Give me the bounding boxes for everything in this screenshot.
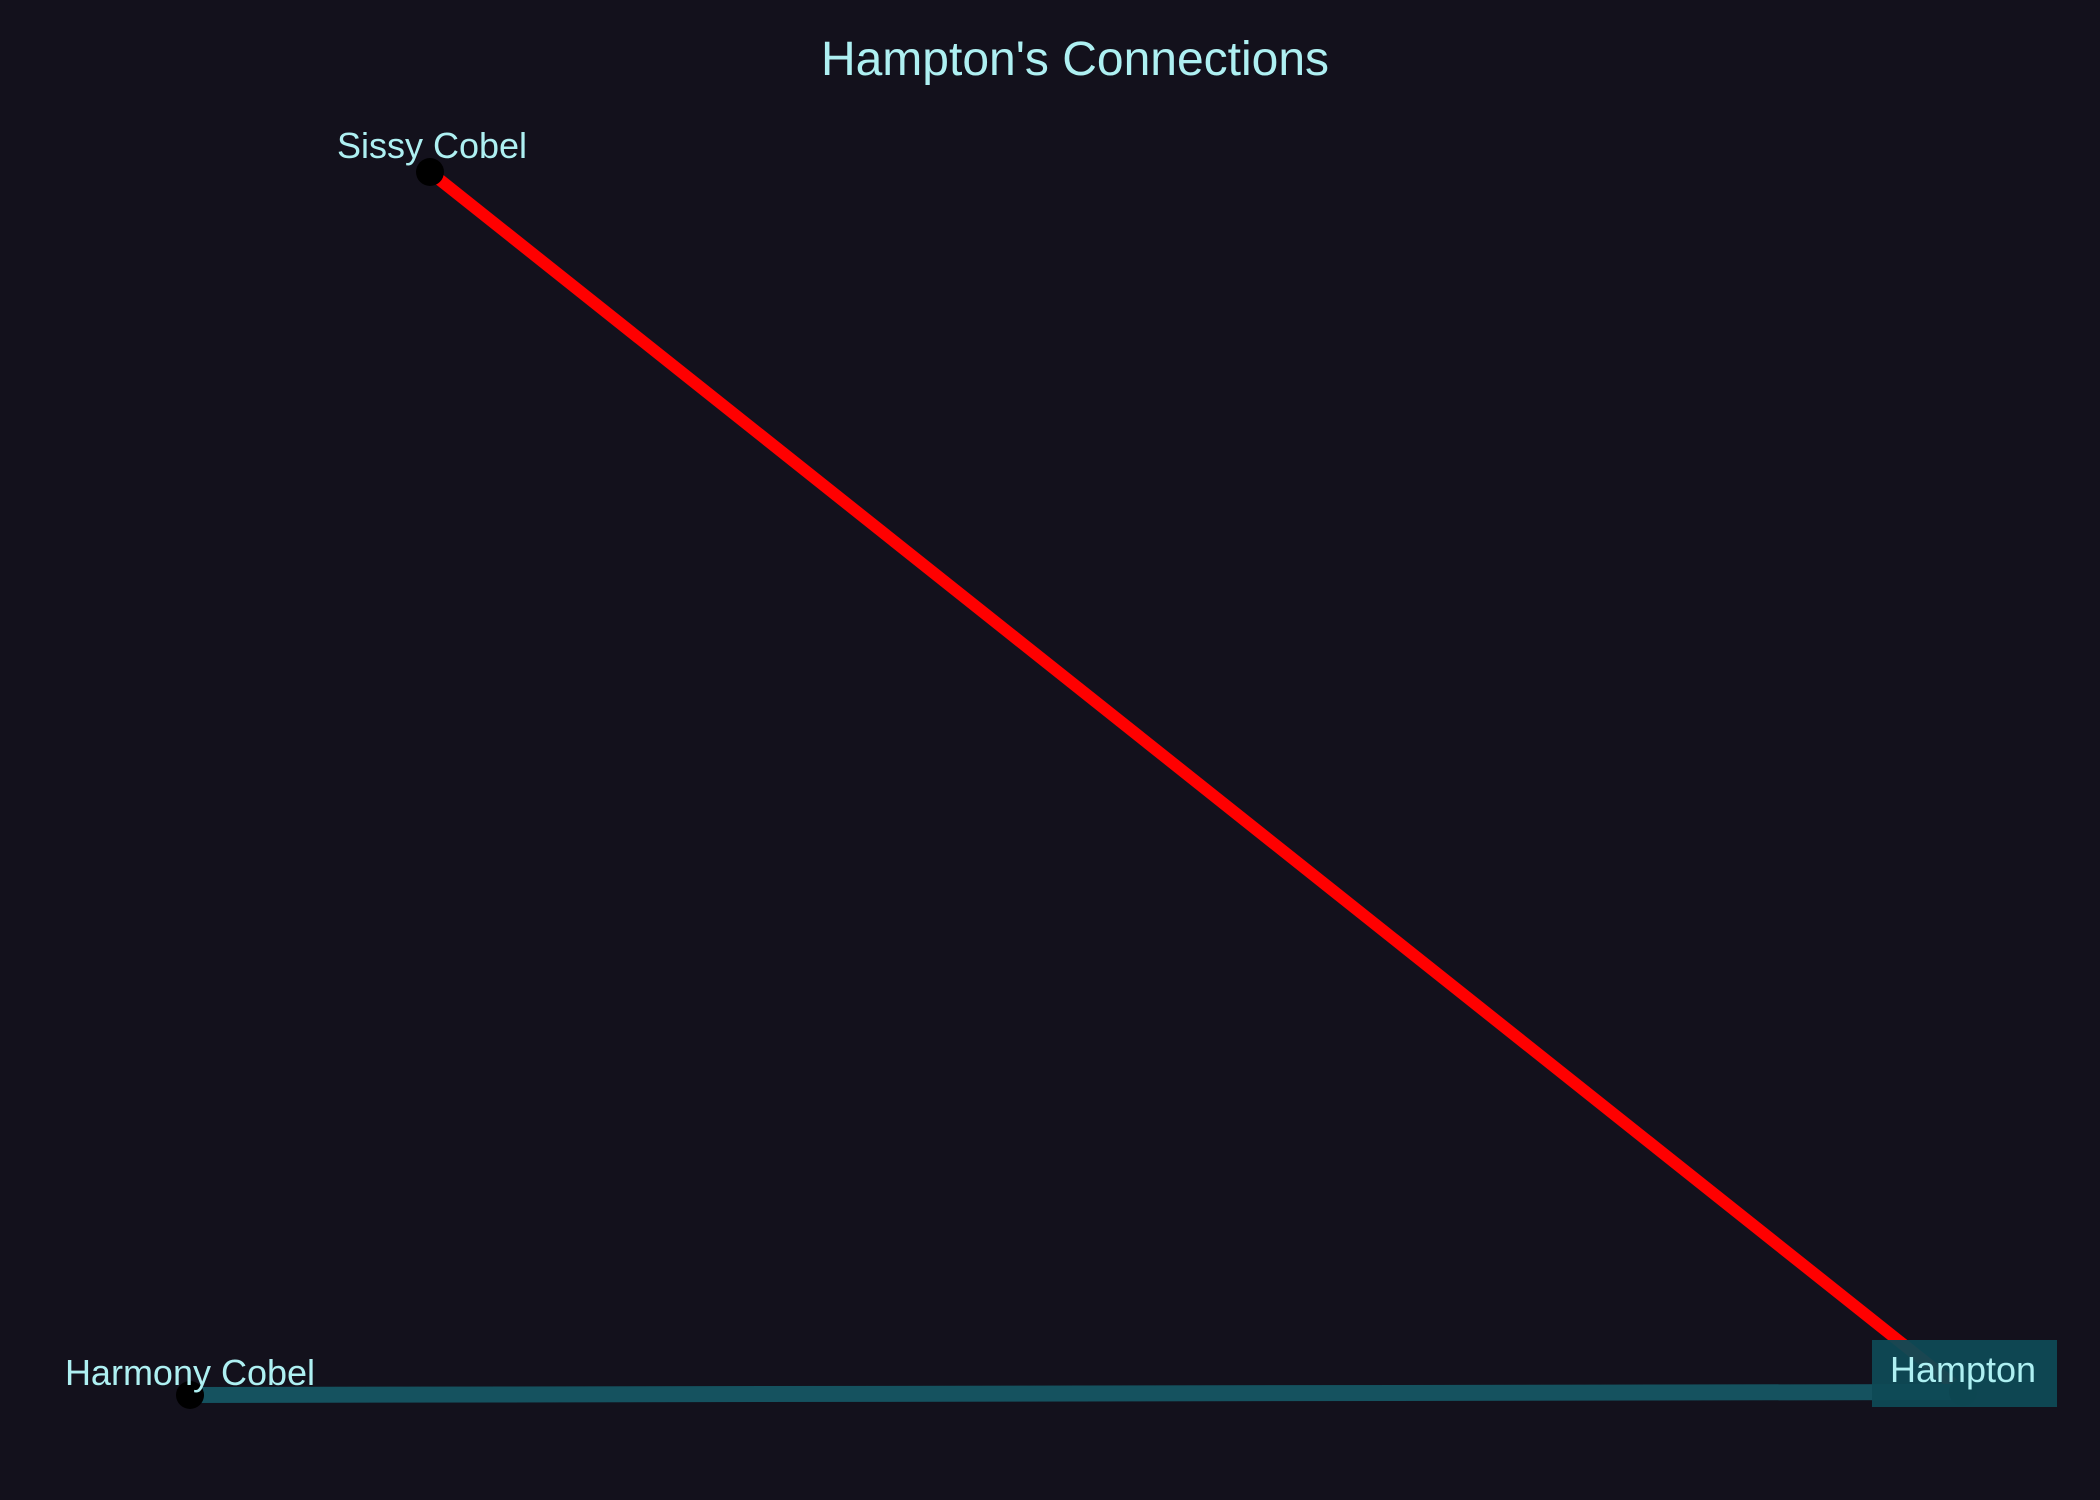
node-label-group-hampton: Hampton: [1872, 1340, 2057, 1407]
labels-layer: Sissy Cobel Harmony Cobel Hampton: [65, 125, 2057, 1407]
graph-title: Hampton's Connections: [820, 33, 1330, 86]
edge-hampton-harmony: [189, 1384, 1964, 1403]
node-label-highlight-hampton: [1872, 1340, 2057, 1407]
edge-hampton-sissy: [426, 167, 1967, 1397]
nodes-layer: [176, 158, 1977, 1409]
node-label-group-harmony: Harmony Cobel: [65, 1352, 315, 1393]
node-sissy[interactable]: [416, 158, 444, 186]
node-label-harmony: Harmony Cobel: [65, 1352, 315, 1393]
node-label-hampton: Hampton: [1890, 1349, 2036, 1390]
node-harmony[interactable]: [176, 1381, 204, 1409]
edges-layer: [189, 167, 1967, 1403]
node-label-sissy: Sissy Cobel: [337, 125, 527, 166]
node-label-group-sissy: Sissy Cobel: [337, 125, 527, 166]
